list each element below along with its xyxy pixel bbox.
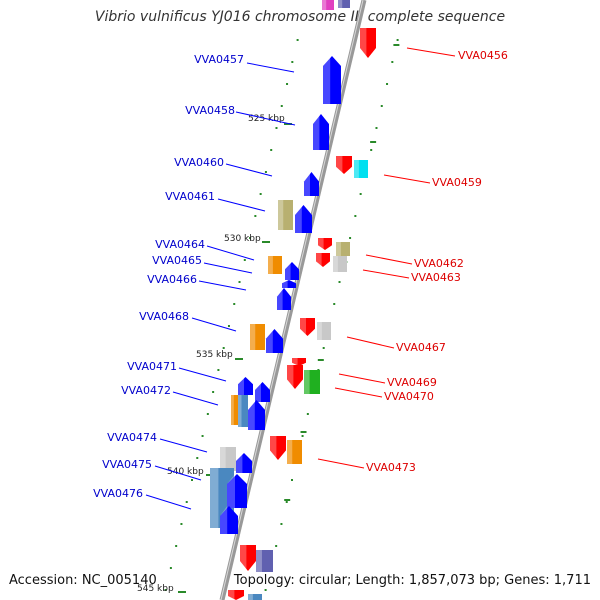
forward-gene-block [231,395,239,425]
map-title: Vibrio vulnificus YJ016 chromosome II, c… [94,9,506,25]
accession-text: Accession: NC_005140 [9,573,157,588]
reverse-gene-label: VVA0470 [384,390,434,403]
forward-gene-leader [203,262,253,274]
forward-gene-leader [206,245,255,261]
forward-gene-leader [145,494,192,510]
forward-gene-arrow [277,288,291,310]
forward-gene-leader [246,62,295,73]
reverse-gene-arrow [360,28,376,58]
forward-gene-arrow [255,382,270,402]
reverse-gene-leader [334,387,383,398]
forward-gene-label: VVA0458 [185,104,235,117]
forward-gene-arrow [238,377,253,395]
reverse-gene-arrow [336,156,352,174]
backbone-highlight [220,0,364,600]
forward-gene-block [250,324,265,350]
forward-gene-leader [225,163,273,177]
forward-gene-arrow [236,453,252,473]
forward-gene-label: VVA0457 [194,53,244,66]
reverse-gene-block [287,440,302,464]
reverse-gene-leader [338,373,386,384]
reverse-gene-block [248,594,262,600]
reverse-gene-leader [406,47,456,57]
forward-gene-arrow [323,56,341,104]
forward-gene-leader [178,367,227,382]
forward-gene-arrow [282,280,296,288]
forward-gene-leader [217,198,266,212]
forward-gene-label: VVA0475 [102,458,152,471]
forward-gene-arrow [227,474,247,508]
forward-gene-arrow [266,329,283,353]
forward-gene-label: VVA0472 [121,384,171,397]
forward-gene-arrow [304,172,319,196]
reverse-gene-leader [383,174,431,184]
topology-text: Topology: circular; Length: 1,857,073 bp… [233,573,591,588]
reverse-gene-label: VVA0467 [396,341,446,354]
reverse-gene-leader [365,254,413,265]
reverse-gene-block [317,322,331,340]
forward-gene-block [220,447,236,471]
forward-gene-arrow [313,114,329,150]
reverse-gene-arrow [316,253,330,267]
reverse-gene-arrow [287,365,303,389]
forward-gene-block [238,395,248,427]
reverse-gene-label: VVA0463 [411,271,461,284]
forward-gene-label: VVA0465 [152,254,202,267]
forward-gene-label: VVA0460 [174,156,224,169]
reverse-gene-block [333,256,347,272]
forward-gene-leader [198,280,247,291]
reverse-gene-arrow [318,238,332,250]
forward-gene-block [256,550,273,572]
backbone-line [219,0,367,600]
forward-gene-arrow [220,506,238,534]
reverse-gene-label: VVA0469 [387,376,437,389]
forward-gene-arrow [295,205,312,233]
forward-gene-block [268,256,282,274]
forward-gene-leader [172,391,219,406]
scale-label: 540 kbp [167,467,204,477]
reverse-gene-label: VVA0456 [458,49,508,62]
reverse-gene-leader [362,269,410,279]
scale-label: 535 kbp [196,350,233,360]
reverse-gene-label: VVA0459 [432,176,482,189]
reverse-gene-leader [317,458,365,469]
scale-label: 545 kbp [137,584,174,594]
reverse-gene-block [304,370,320,394]
forward-gene-block [322,0,334,10]
forward-gene-leader [191,317,237,332]
forward-gene-block [278,200,293,230]
forward-gene-label: VVA0471 [127,360,177,373]
reverse-gene-label: VVA0462 [414,257,464,270]
reverse-gene-block [336,242,350,256]
forward-gene-leader [159,438,208,453]
forward-gene-label: VVA0476 [93,487,143,500]
forward-gene-label: VVA0461 [165,190,215,203]
forward-gene-label: VVA0474 [107,431,157,444]
reverse-gene-arrow [240,545,256,571]
reverse-gene-arrow [292,358,306,366]
reverse-gene-block [338,0,350,8]
forward-gene-arrow [285,262,299,280]
reverse-gene-arrow [270,436,286,460]
forward-gene-leader [154,465,202,481]
scale-label: 530 kbp [224,234,261,244]
reverse-gene-block [354,160,368,178]
reverse-gene-arrow [300,318,315,336]
forward-gene-leader [235,111,296,126]
forward-gene-arrow [248,400,265,430]
forward-gene-label: VVA0466 [147,273,197,286]
reverse-gene-leader [346,336,395,349]
forward-gene-label: VVA0464 [155,238,205,251]
forward-gene-label: VVA0468 [139,310,189,323]
reverse-gene-arrow [228,590,244,600]
reverse-gene-label: VVA0473 [366,461,416,474]
